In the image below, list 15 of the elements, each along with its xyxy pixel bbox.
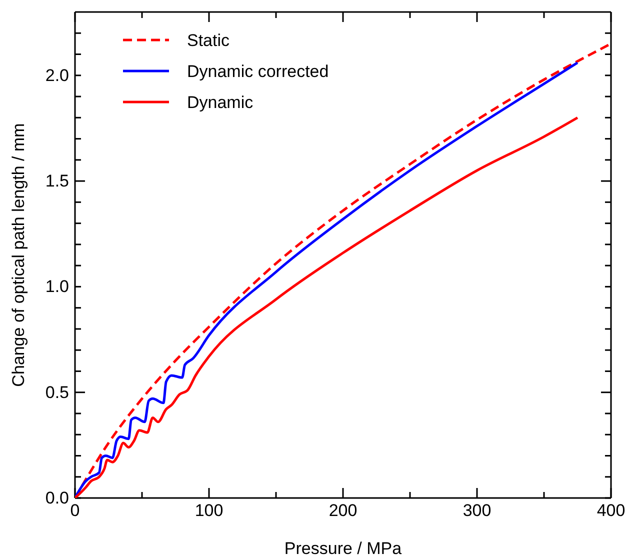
legend-label: Dynamic — [187, 93, 254, 112]
y-tick-label: 0.5 — [45, 382, 69, 402]
x-tick-label: 300 — [462, 501, 492, 520]
legend-label: Static — [187, 31, 230, 50]
y-tick-label: 2.0 — [45, 66, 69, 85]
y-tick-label: 0.0 — [45, 488, 69, 508]
x-axis-title: Pressure / MPa — [284, 539, 402, 558]
x-tick-label: 400 — [596, 501, 626, 520]
y-tick-label: 1.5 — [45, 171, 69, 190]
x-tick-label: 200 — [328, 501, 358, 520]
legend-label: Dynamic corrected — [187, 62, 329, 81]
x-tick-label: 100 — [194, 501, 224, 520]
y-tick-label: 1.0 — [45, 277, 69, 296]
y-axis-title: Change of optical path length / mm — [9, 123, 28, 387]
x-tick-label: 0 — [70, 501, 80, 520]
